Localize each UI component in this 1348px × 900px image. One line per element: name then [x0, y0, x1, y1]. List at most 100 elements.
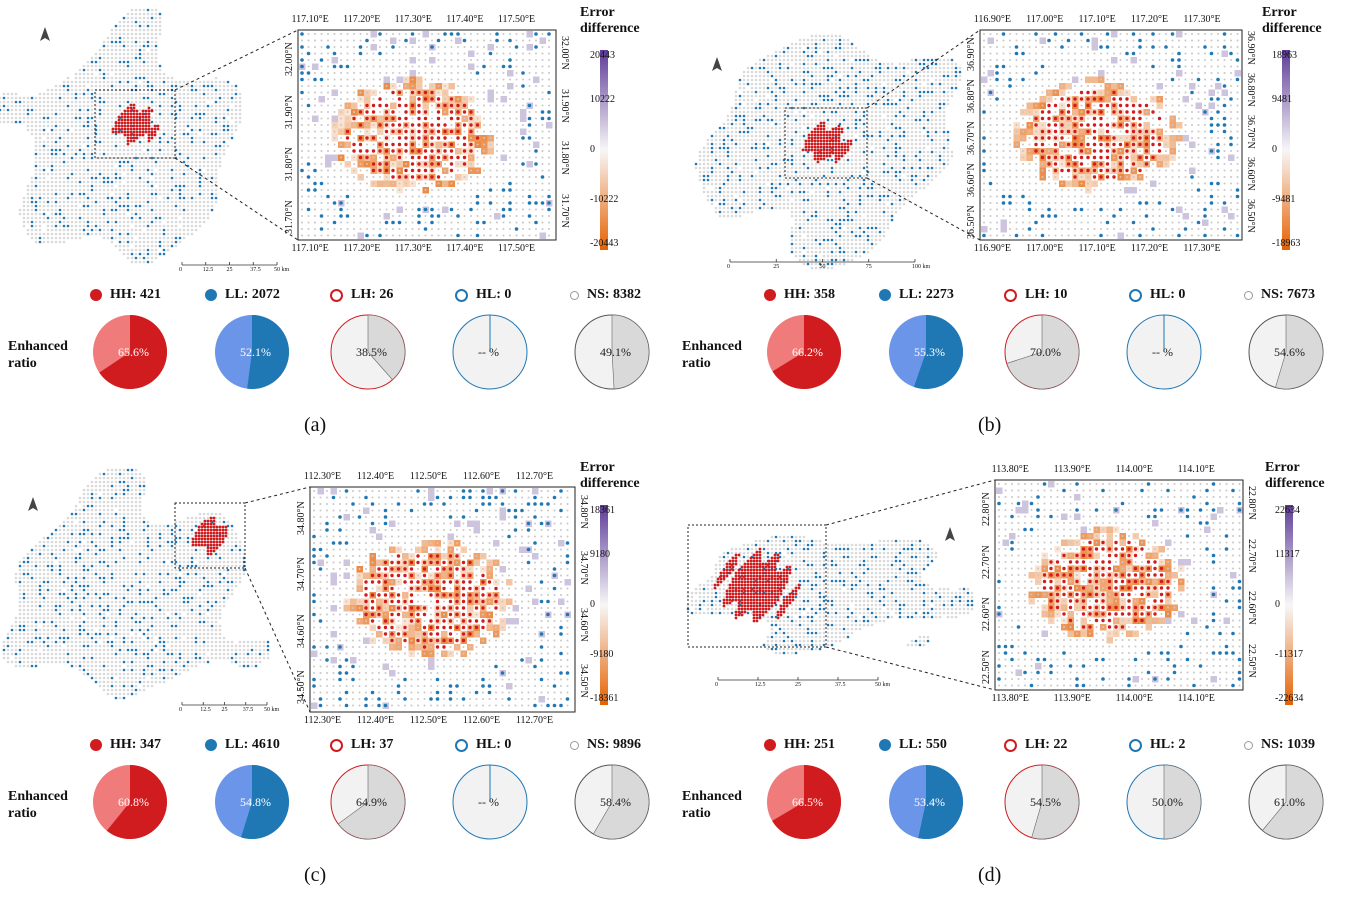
pie-label-hl: 50.0% [1152, 795, 1183, 809]
pie-chart-ll [212, 762, 292, 847]
legend-ns: NS: 1039 [1244, 737, 1315, 753]
pie-chart-ll [886, 762, 966, 847]
pie-label-ll: 53.4% [914, 795, 945, 809]
legend-hh-marker [764, 289, 776, 301]
pie-slice [772, 765, 841, 839]
pie-label-hl: -- % [478, 795, 499, 809]
pie-hh [767, 315, 841, 389]
hh-cluster [191, 516, 228, 556]
legend-hh: HH: 358 [764, 287, 835, 303]
y-tick-left: 36.50°N [966, 205, 977, 239]
pie-chart-ns [572, 312, 652, 397]
y-tick-right: 34.80°N [578, 495, 589, 529]
pie-hh [93, 765, 167, 839]
colorbar-title: Error difference [580, 5, 640, 37]
scale-label: 50 km [875, 682, 891, 688]
x-tick-top: 117.10°E [1078, 14, 1116, 25]
y-tick-left: 36.80°N [966, 79, 977, 113]
x-tick-top: 117.10°E [291, 14, 329, 25]
legend-text: LL: 2273 [899, 287, 954, 302]
panel-caption: (a) [304, 414, 327, 436]
pie-label-ns: 61.0% [1274, 795, 1305, 809]
x-tick-top: 117.30°E [394, 14, 432, 25]
colorbar-tick: 0 [1272, 144, 1277, 155]
scale-label: 50 km [274, 267, 290, 273]
legend-ll-marker [879, 739, 891, 751]
enhanced-ratio-line: ratio [8, 356, 37, 371]
legend-hh-marker [764, 739, 776, 751]
scale-label: 12.5 [202, 267, 214, 273]
scale-label: 37.5 [250, 267, 261, 273]
y-tick-left: 34.70°N [296, 557, 307, 592]
y-tick-right: 22.70°N [1246, 538, 1257, 573]
zoom-map [996, 481, 1243, 688]
pie-slice [1031, 764, 1080, 840]
enhanced-ratio-label: Enhanced ratio [8, 788, 88, 822]
pie-hl [1126, 764, 1202, 840]
y-tick-left: 34.60°N [296, 613, 307, 648]
panel-d: 0 12.5 25 37.5 50 km 113.80°E 113.80°E 113.90°E… [674, 450, 1348, 900]
pie-label-hh: 60.8% [118, 795, 149, 809]
y-tick-left: 32.00°N [284, 42, 295, 77]
pie-slice [106, 765, 167, 839]
y-tick-right: 31.70°N [559, 193, 570, 228]
x-tick-top: 114.10°E [1177, 464, 1215, 475]
legend-text: LH: 26 [351, 287, 394, 302]
enhanced-ratio-line: ratio [8, 806, 37, 821]
north-arrow-icon [28, 497, 38, 511]
y-tick-right: 34.60°N [578, 607, 589, 642]
pie-lh [1004, 314, 1080, 390]
legend-hl-marker [1129, 738, 1142, 752]
x-tick-top: 113.90°E [1053, 464, 1091, 475]
x-tick-top: 117.20°E [1130, 14, 1169, 25]
pie-label-ll: 55.3% [914, 345, 945, 359]
colorbar-tick: 0 [1275, 599, 1280, 610]
pie-chart-hl [450, 762, 530, 847]
legend-ns-marker [570, 740, 579, 750]
legend-lh-marker [1004, 738, 1017, 752]
legend-hl: HL: 0 [455, 287, 511, 303]
map-figure [2, 468, 608, 713]
colorbar-title-line: difference [1265, 476, 1325, 491]
panel-caption: (d) [978, 864, 1002, 886]
x-tick-top: 112.60°E [462, 471, 501, 482]
legend-text: HL: 2 [1150, 737, 1186, 752]
colorbar-title-line: Error [1265, 460, 1300, 475]
y-tick-right: 36.60°N [1245, 157, 1256, 191]
x-tick-bottom: 112.50°E [409, 715, 448, 726]
pie-hl [1126, 314, 1202, 390]
pie-label-ns: 54.6% [1274, 345, 1305, 359]
legend-ll: LL: 4610 [205, 737, 280, 753]
colorbar-title-line: Error [1262, 5, 1297, 20]
legend-lh: LH: 37 [330, 737, 393, 753]
colorbar-tick: 9481 [1272, 94, 1292, 105]
legend-text: NS: 1039 [1261, 737, 1316, 752]
pie-chart-hh [90, 312, 170, 397]
colorbar-tick: 11317 [1275, 549, 1300, 560]
colorbar-tick: 9180 [590, 549, 610, 560]
x-tick-bottom: 117.40°E [446, 243, 484, 254]
pie-slice [337, 764, 406, 840]
x-tick-top: 117.00°E [1026, 14, 1064, 25]
colorbar-title-line: difference [580, 21, 640, 36]
legend-hl-marker [455, 738, 468, 752]
pie-ns [574, 314, 650, 390]
pie-hl [452, 314, 528, 390]
legend-text: LH: 22 [1025, 737, 1068, 752]
legend-hl-marker [1129, 288, 1142, 302]
pie-label-lh: 54.5% [1030, 795, 1061, 809]
pie-slice [611, 314, 650, 390]
y-tick-left: 22.50°N [981, 650, 992, 684]
x-tick-bottom: 113.80°E [991, 693, 1029, 704]
legend-hh: HH: 421 [90, 287, 161, 303]
pie-ll [215, 315, 289, 389]
colorbar-title-line: difference [580, 476, 640, 491]
pie-chart-hl [1124, 312, 1204, 397]
legend-text: HL: 0 [476, 287, 512, 302]
map-figure [0, 8, 608, 266]
north-arrow-icon [40, 27, 50, 41]
panel-a: 0 12.5 25 37.5 50 km 117.10°E 117.10°E 117.20°E… [0, 0, 674, 450]
legend-text: HH: 421 [110, 287, 161, 302]
map-figure [686, 479, 1293, 705]
panel-caption: (b) [978, 414, 1002, 436]
